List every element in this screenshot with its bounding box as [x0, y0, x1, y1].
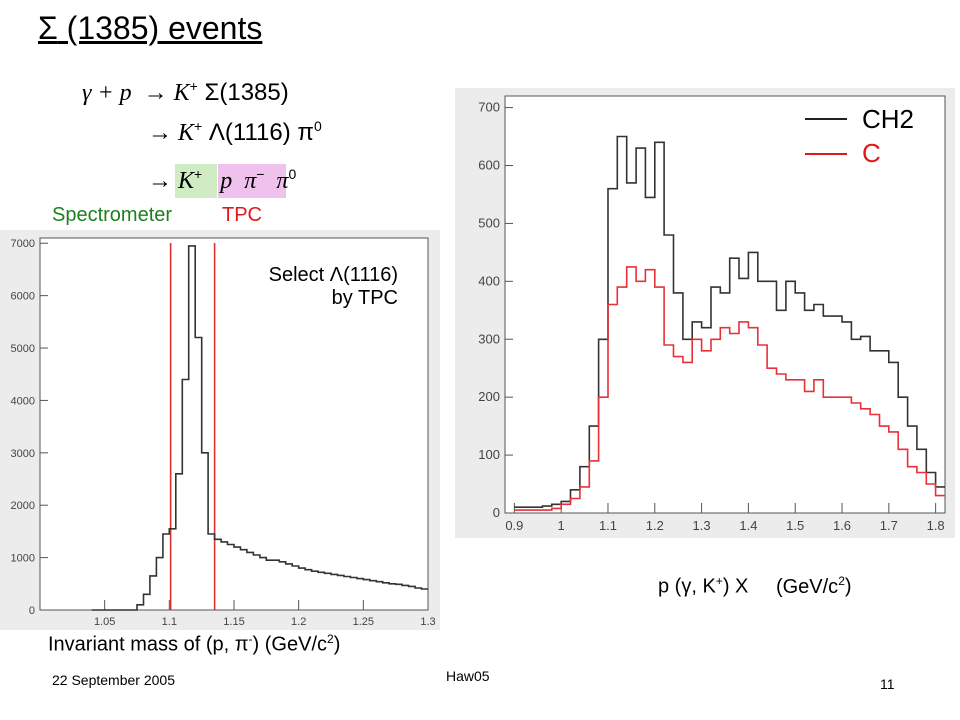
reaction-line-1: γ + p → K+ Σ(1385): [82, 78, 289, 107]
y-tick-label: 3000: [11, 448, 35, 460]
left-xlabel-main: Invariant mass of (p, π: [48, 633, 249, 656]
x-tick-label: 1.4: [739, 518, 757, 533]
left-xlabel-close: ): [333, 633, 341, 656]
footer-page-number: 11: [880, 676, 895, 692]
x-tick-label: 1.3: [693, 518, 711, 533]
legend-c-label: C: [862, 138, 881, 168]
title-sigma: Σ: [38, 10, 58, 46]
right-xlabel-mid: ) X: [722, 575, 749, 598]
slide-title: Σ (1385) events: [38, 10, 262, 47]
reaction-rhs-arrow: → K: [143, 80, 190, 106]
legend-ch2-text: CH2: [862, 104, 915, 134]
reaction-2-k: → K: [148, 120, 195, 146]
x-tick-label: 1.2: [646, 518, 664, 533]
x-tick-label: 1.8: [927, 518, 945, 533]
x-tick-label: 1.7: [880, 518, 898, 533]
y-tick-label: 300: [478, 331, 500, 346]
reaction-3-pi0: π: [276, 168, 289, 194]
y-tick-label: 4000: [11, 395, 35, 407]
y-tick-label: 1000: [11, 553, 35, 565]
x-tick-label: 1.25: [353, 616, 374, 628]
missing-mass-chart: 0 100 200 300 400 500 600 700 0.9 1 1.1 1.2 1.3 1.4 1.…: [455, 88, 955, 538]
invariant-mass-chart: 0 1000 2000 3000 4000 5000 6000 7000 1.05 1.1 1.15…: [0, 230, 440, 630]
left-x-axis-label: Invariant mass of (p, π-) (GeV/c2): [48, 632, 340, 657]
y-tick-label: 100: [478, 447, 500, 462]
y-tick-label: 5000: [11, 343, 35, 355]
plot-area: [504, 95, 946, 514]
reaction-2-kplus: +: [194, 118, 203, 134]
select-lambda-line1: Select Λ(1116): [268, 264, 398, 286]
reaction-3-arrow: →: [148, 168, 172, 194]
x-tick-label: 1.15: [223, 616, 244, 628]
reaction-3-pi0sup: 0: [288, 166, 297, 182]
reaction-line-2: → K+ Λ(1116) π0: [148, 118, 322, 147]
x-tick-label: 1.5: [786, 518, 804, 533]
y-tick-label: 0: [493, 505, 500, 520]
y-tick-label: 2000: [11, 500, 35, 512]
kplus-sup: +: [189, 78, 198, 94]
reaction-3-pi: π: [244, 168, 257, 194]
histogram-series-0: [91, 245, 428, 611]
x-tick-label: 1.6: [833, 518, 851, 533]
reaction-3-kplus: +: [194, 166, 203, 182]
x-tick-label: 1: [558, 518, 565, 533]
tpc-label: TPC: [222, 204, 262, 226]
legend-ch2-line: [805, 118, 847, 120]
legend-ch2-label: CH2: [862, 104, 914, 135]
reaction-2-rest: Λ(1116) π: [202, 119, 314, 146]
y-tick-label: 200: [478, 389, 500, 404]
reaction-3-p: p: [220, 168, 233, 194]
select-lambda-line2: by TPC: [331, 287, 398, 309]
histogram-series-ch2: [514, 135, 945, 508]
left-xlabel-sup2: 2: [327, 632, 334, 646]
plot-area: [39, 237, 429, 611]
y-tick-label: 600: [478, 158, 500, 173]
reaction-line-3: → K+ p π− π0: [148, 166, 296, 195]
right-xlabel-sup: +: [715, 574, 723, 588]
reaction-3-piminus: −: [256, 166, 265, 182]
x-tick-label: 1.1: [162, 616, 177, 628]
y-tick-label: 700: [478, 100, 500, 115]
y-tick-label: 400: [478, 273, 500, 288]
select-lambda-annotation: Select Λ(1116) by TPC: [228, 264, 398, 310]
y-tick-label: 6000: [11, 291, 35, 303]
x-tick-label: 1.2: [291, 616, 306, 628]
right-xlabel-unit-sup: 2: [838, 574, 845, 588]
x-tick-label: 1.3: [420, 616, 435, 628]
left-xlabel-end: ) (GeV/c: [252, 633, 327, 656]
spectrometer-highlight: [175, 164, 217, 198]
x-tick-label: 1.05: [94, 616, 115, 628]
right-xlabel-main: p (γ, K: [658, 575, 716, 598]
right-xlabel-unit-close: ): [844, 575, 852, 598]
spectrometer-label: Spectrometer: [52, 204, 173, 226]
y-tick-label: 500: [478, 215, 500, 230]
footer-date: 22 September 2005: [52, 672, 175, 688]
title-text: (1385) events: [57, 10, 263, 46]
reaction-2-pi0: 0: [313, 118, 322, 134]
histogram-series-c: [514, 266, 945, 511]
legend-c-line: [805, 153, 847, 155]
y-tick-label: 0: [29, 605, 35, 617]
reaction-sigma: Σ(1385): [197, 79, 289, 106]
x-tick-label: 1.1: [599, 518, 617, 533]
reaction-3-k: K: [178, 168, 195, 194]
x-tick-label: 0.9: [505, 518, 523, 533]
reaction-lhs: γ + p: [82, 80, 132, 106]
left-xlabel-sup: -: [248, 632, 253, 646]
right-x-axis-label: p (γ, K+) X (GeV/c2): [658, 574, 852, 599]
tpc-highlight: [218, 164, 286, 198]
footer-conference: Haw05: [446, 668, 490, 684]
right-xlabel-unit: (GeV/c: [775, 575, 839, 598]
y-tick-label: 7000: [11, 238, 35, 250]
